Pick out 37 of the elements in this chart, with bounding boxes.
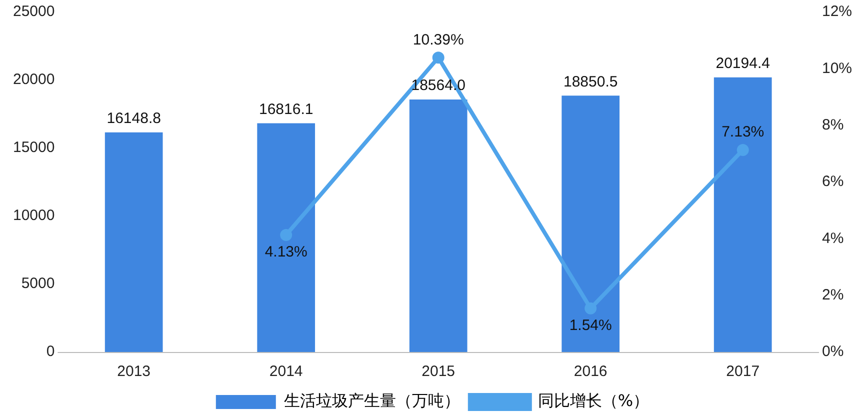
bar [257,123,316,352]
y-tick-label: 0 [46,343,55,360]
y2-tick-label: 4% [822,230,844,247]
data-label: 10.39% [412,31,464,48]
x-tick-label: 2016 [574,363,608,380]
bar [104,132,163,352]
data-label: 16816.1 [258,100,314,118]
y2-tick-label: 10% [822,60,852,77]
data-label: 1.54% [569,317,612,334]
point [432,52,444,64]
x-tick-label: 2014 [269,363,303,380]
y-tick-label: 5000 [21,275,55,292]
point [584,302,597,314]
legend-label: 生活垃圾产生量（万吨） [284,391,460,410]
y2-tick-label: 8% [822,116,844,134]
point [736,144,749,156]
y2-tick-label: 12% [822,3,852,20]
x-tick-label: 2017 [726,363,760,380]
bar [409,100,468,352]
y-tick-label: 20000 [12,71,55,88]
bar [562,96,620,352]
legend-label: 同比增长（%） [538,391,650,410]
y2-tick-label: 2% [822,286,844,304]
y-tick-label: 25000 [12,3,55,20]
bar [714,77,772,352]
x-tick-label: 2013 [117,363,151,380]
data-label: 18850.5 [563,73,618,90]
data-label: 4.13% [264,244,308,261]
y2-tick-label: 0% [822,343,844,360]
data-label: 20194.4 [716,54,770,72]
x-tick-label: 2015 [422,363,456,380]
point [280,228,292,241]
y2-tick-label: 6% [822,173,844,190]
data-label: 7.13% [722,124,764,141]
y-tick-label: 15000 [12,139,55,156]
data-label: 16148.8 [106,110,161,128]
y-tick-label: 10000 [12,207,55,224]
